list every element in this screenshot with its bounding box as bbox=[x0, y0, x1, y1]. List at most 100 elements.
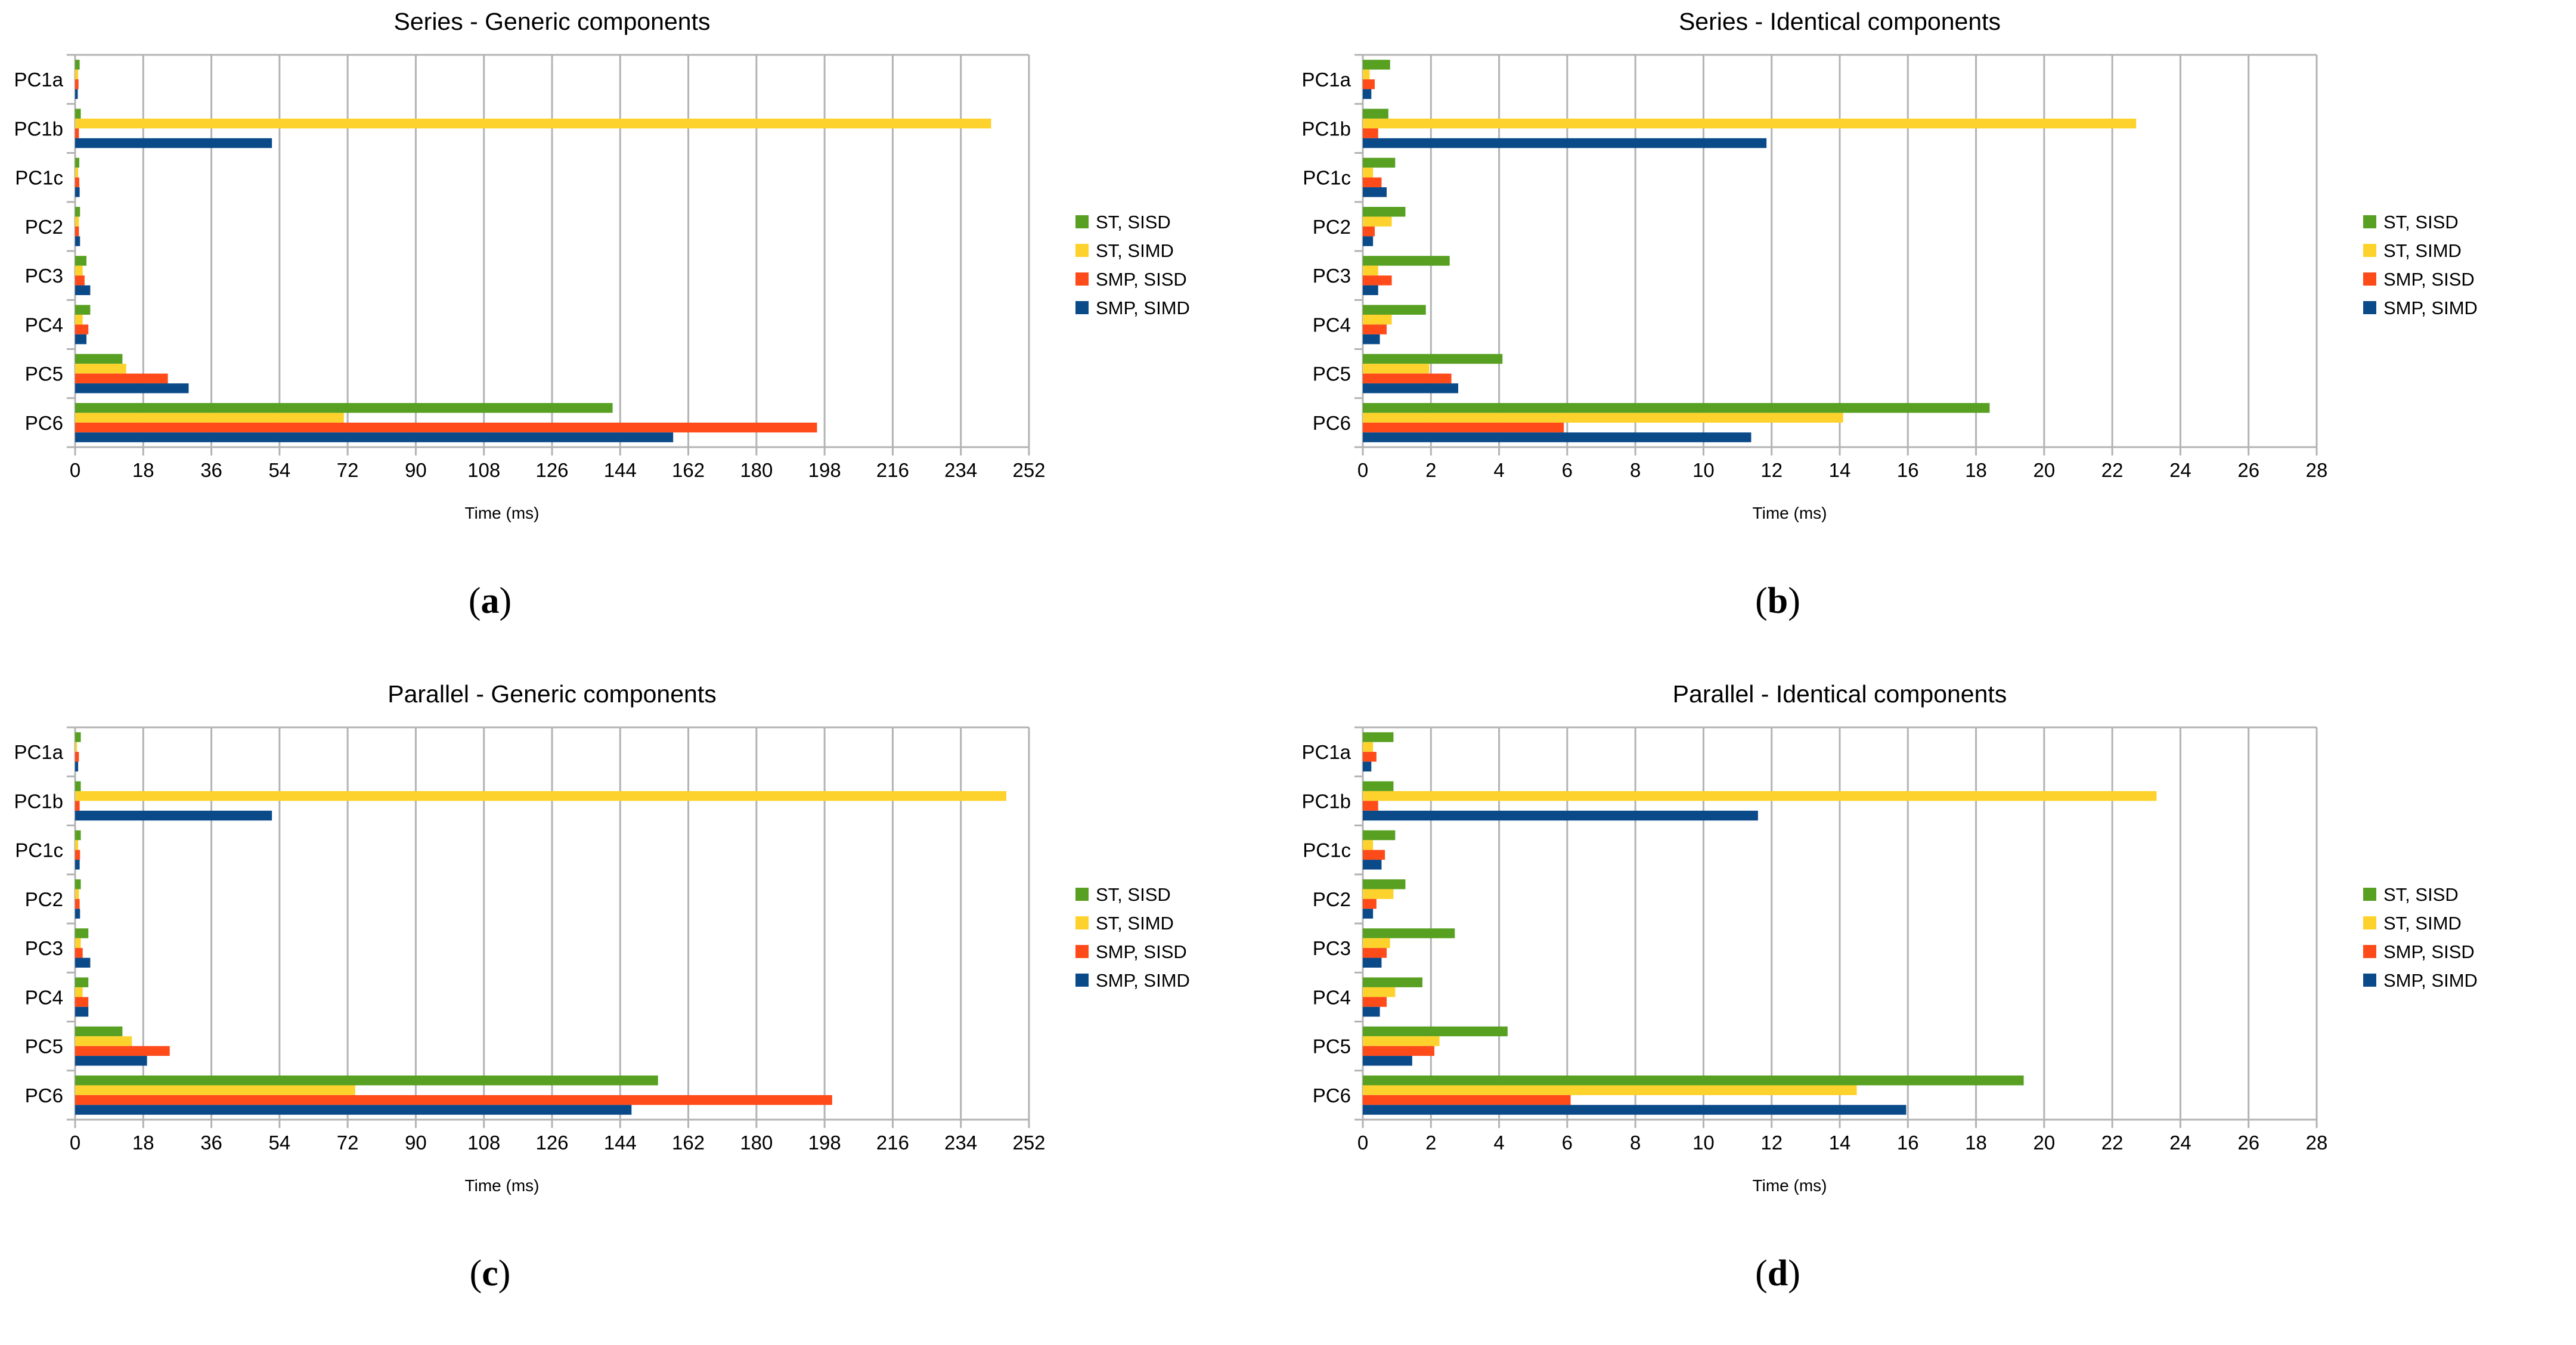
bar-pc5-st-sisd bbox=[75, 1026, 123, 1037]
y-tick-label: PC5 bbox=[25, 363, 63, 385]
bar-pc6-st-simd bbox=[75, 1085, 355, 1095]
x-tick-label: 20 bbox=[2033, 459, 2055, 481]
bar-pc4-st-sisd bbox=[1363, 305, 1426, 315]
legend-label: ST, SISD bbox=[1096, 212, 1171, 233]
bar-pc1a-st-simd bbox=[75, 742, 78, 752]
x-tick-label: 234 bbox=[944, 1132, 977, 1154]
bar-pc3-st-sisd bbox=[1363, 256, 1450, 266]
x-tick-label: 90 bbox=[405, 459, 427, 481]
chart-title: Series - Generic components bbox=[394, 8, 711, 35]
bar-pc5-smp-sisd bbox=[75, 373, 168, 384]
legend-label: ST, SISD bbox=[2383, 212, 2459, 233]
legend-swatch bbox=[1075, 945, 1089, 958]
bar-pc5-smp-simd bbox=[1363, 1056, 1412, 1066]
bar-pc2-smp-simd bbox=[75, 236, 80, 246]
legend-label: ST, SIMD bbox=[2383, 913, 2462, 934]
bar-pc1b-smp-sisd bbox=[1363, 801, 1378, 811]
y-tick-label: PC2 bbox=[25, 888, 63, 910]
bar-pc4-st-simd bbox=[75, 987, 83, 997]
x-tick-label: 216 bbox=[876, 1132, 909, 1154]
x-tick-label: 216 bbox=[876, 459, 909, 481]
x-tick-label: 36 bbox=[200, 1132, 222, 1154]
x-tick-label: 252 bbox=[1012, 1132, 1045, 1154]
x-tick-label: 14 bbox=[1829, 459, 1851, 481]
bar-pc5-smp-simd bbox=[75, 383, 189, 393]
bar-pc5-smp-sisd bbox=[75, 1046, 170, 1056]
y-tick-label: PC1c bbox=[1303, 167, 1351, 189]
x-tick-label: 4 bbox=[1493, 459, 1504, 481]
bar-pc2-st-simd bbox=[1363, 216, 1392, 227]
chart-a: Series - Generic components PC1a PC1b PC1c P… bbox=[14, 8, 1189, 621]
x-tick-label: 108 bbox=[467, 459, 500, 481]
legend-label: ST, SIMD bbox=[2383, 240, 2462, 261]
bar-pc1a-st-sisd bbox=[75, 732, 81, 742]
x-tick-label: 2 bbox=[1425, 459, 1436, 481]
bar-pc5-st-sisd bbox=[1363, 1026, 1508, 1037]
bar-pc1c-st-simd bbox=[1363, 168, 1374, 178]
legend-swatch bbox=[1075, 244, 1089, 257]
bar-pc2-smp-sisd bbox=[75, 898, 80, 909]
x-tick-label: 126 bbox=[535, 459, 568, 481]
chart-title: Parallel - Generic components bbox=[388, 680, 716, 708]
y-tick-label: PC2 bbox=[1313, 216, 1351, 238]
legend-swatch bbox=[2363, 215, 2376, 228]
legend-label: SMP, SISD bbox=[2383, 269, 2475, 290]
bar-pc5-st-sisd bbox=[1363, 354, 1503, 364]
bar-pc5-st-simd bbox=[75, 364, 126, 374]
legend-swatch bbox=[1075, 301, 1089, 314]
bar-pc2-st-sisd bbox=[1363, 206, 1406, 217]
legend-swatch bbox=[2363, 888, 2376, 901]
y-tick-label: PC5 bbox=[1313, 1036, 1351, 1058]
legend-swatch bbox=[2363, 945, 2376, 958]
x-tick-label: 18 bbox=[1965, 1132, 1987, 1154]
bar-pc4-st-sisd bbox=[75, 977, 89, 987]
bar-pc1a-smp-simd bbox=[75, 89, 78, 100]
x-tick-label: 162 bbox=[672, 1132, 705, 1154]
x-tick-label: 16 bbox=[1897, 459, 1919, 481]
legend-label: ST, SISD bbox=[1096, 884, 1171, 905]
y-tick-label: PC1c bbox=[15, 839, 63, 861]
panel-caption: (b) bbox=[1755, 581, 1800, 621]
bar-pc1b-st-sisd bbox=[1363, 109, 1388, 119]
x-tick-label: 252 bbox=[1012, 459, 1045, 481]
y-tick-label: PC1b bbox=[1301, 790, 1351, 812]
bar-pc1b-st-sisd bbox=[75, 781, 81, 791]
bar-pc5-st-simd bbox=[75, 1036, 132, 1046]
bar-pc4-smp-sisd bbox=[75, 997, 89, 1007]
x-tick-label: 14 bbox=[1829, 1132, 1851, 1154]
x-axis-label: Time (ms) bbox=[1753, 504, 1827, 522]
bar-pc1b-st-simd bbox=[1363, 791, 2157, 801]
bar-pc5-smp-sisd bbox=[1363, 373, 1452, 384]
bar-pc2-smp-simd bbox=[1363, 236, 1374, 246]
x-tick-label: 28 bbox=[2306, 1132, 2328, 1154]
bar-pc6-st-simd bbox=[1363, 413, 1843, 423]
x-tick-label: 144 bbox=[604, 459, 637, 481]
bar-pc6-st-simd bbox=[1363, 1085, 1857, 1095]
bar-pc3-smp-simd bbox=[1363, 285, 1378, 296]
bar-pc1a-smp-sisd bbox=[75, 79, 79, 89]
bar-pc3-st-sisd bbox=[75, 256, 87, 266]
chart-d: Parallel - Identical components PC1a PC1b P… bbox=[1301, 680, 2477, 1294]
bar-pc1b-st-sisd bbox=[75, 109, 81, 119]
x-tick-label: 234 bbox=[944, 459, 977, 481]
bar-pc5-smp-simd bbox=[1363, 383, 1458, 393]
bar-pc3-smp-sisd bbox=[1363, 948, 1387, 958]
bar-pc1c-st-sisd bbox=[75, 830, 81, 841]
bar-pc1b-smp-sisd bbox=[75, 801, 80, 811]
x-tick-label: 162 bbox=[672, 459, 705, 481]
legend-swatch bbox=[2363, 974, 2376, 987]
y-tick-label: PC3 bbox=[25, 265, 63, 287]
chart-b: Series - Identical components PC1a PC1b PC1… bbox=[1301, 8, 2477, 621]
bar-pc1a-smp-simd bbox=[1363, 89, 1372, 100]
legend-label: ST, SISD bbox=[2383, 884, 2459, 905]
bar-pc1c-smp-sisd bbox=[75, 850, 80, 860]
bar-pc1c-st-simd bbox=[1363, 840, 1374, 850]
legend-swatch bbox=[2363, 301, 2376, 314]
x-tick-label: 0 bbox=[70, 1132, 80, 1154]
bar-pc6-smp-sisd bbox=[75, 1095, 832, 1105]
bar-pc6-smp-simd bbox=[1363, 432, 1752, 442]
bar-pc2-st-sisd bbox=[75, 879, 81, 890]
bar-pc1b-smp-simd bbox=[1363, 810, 1758, 821]
bar-pc1c-st-simd bbox=[75, 168, 79, 178]
x-tick-label: 0 bbox=[70, 459, 80, 481]
